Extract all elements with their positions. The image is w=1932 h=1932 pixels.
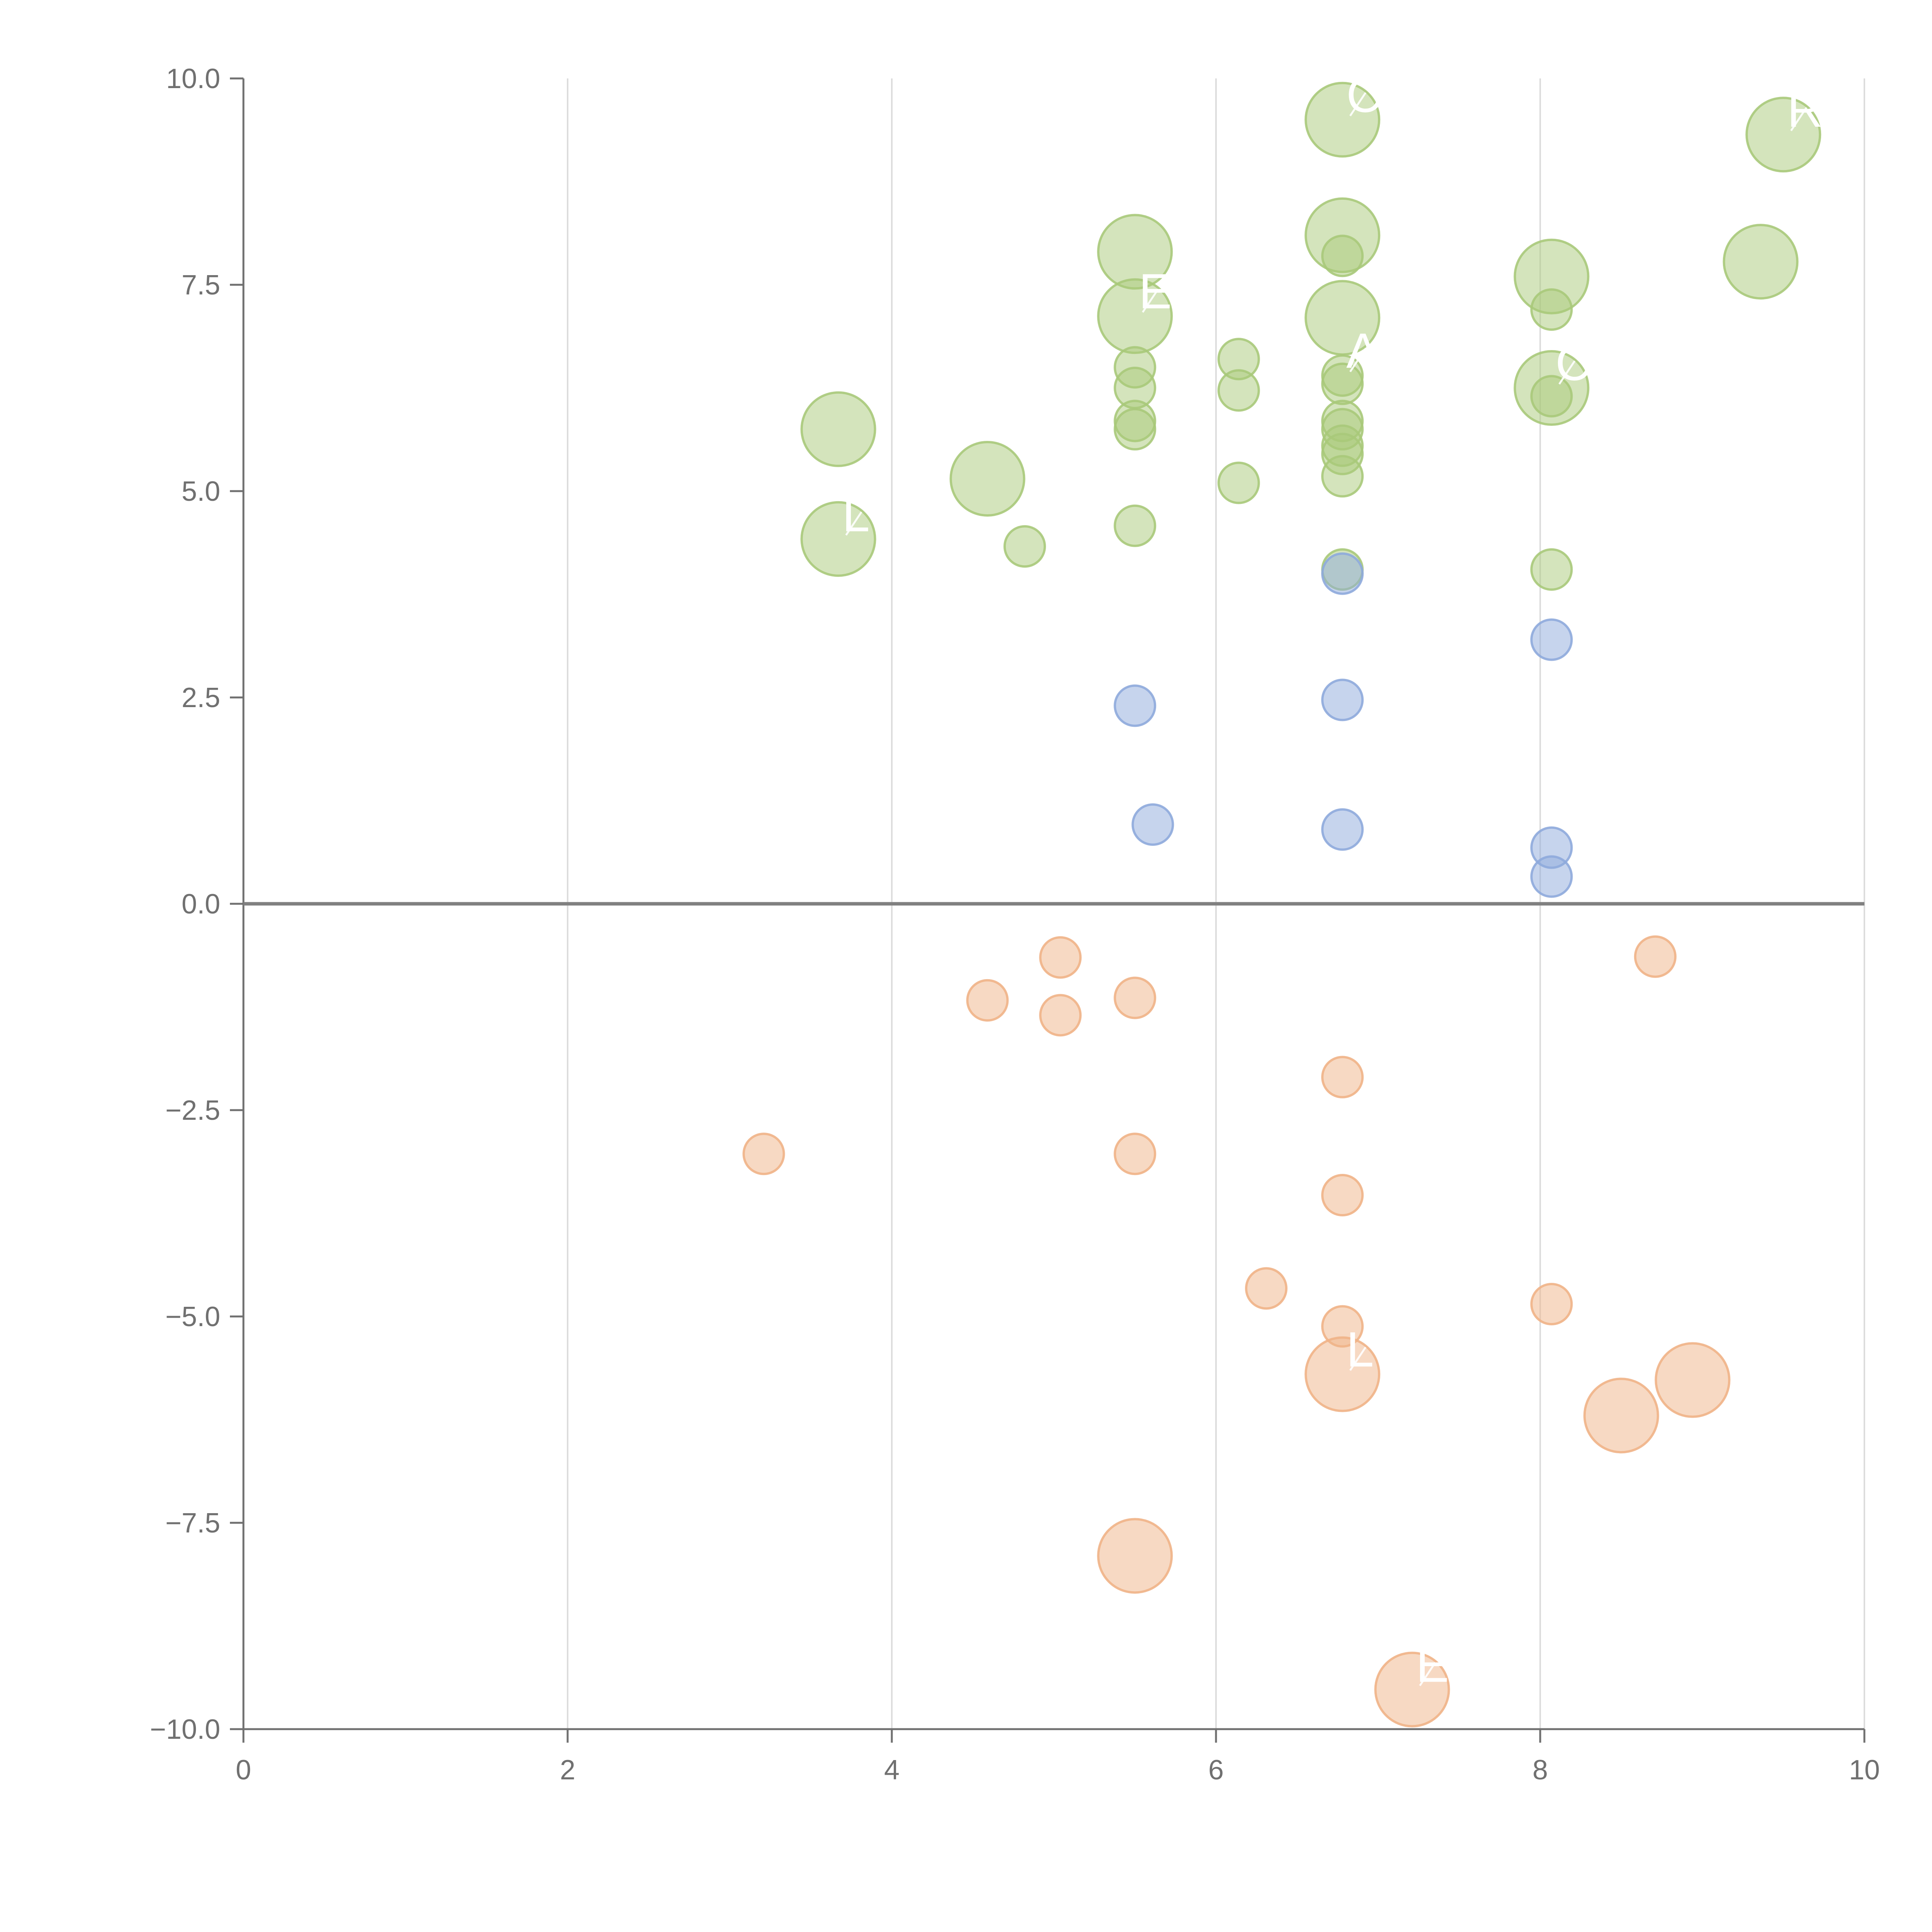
label-leader-line	[1558, 360, 1576, 385]
point-label: EJ	[1139, 264, 1196, 319]
data-point-green	[1723, 224, 1799, 300]
data-point-blue	[1321, 552, 1364, 595]
label-leader-line	[1349, 1347, 1367, 1371]
y-tick-label: 10.0	[166, 63, 220, 94]
data-point-orange	[1530, 1282, 1573, 1325]
label-leader-line	[845, 511, 862, 536]
data-point-green	[1003, 525, 1046, 568]
point-label: E	[1416, 1637, 1449, 1692]
point-label: RE	[1787, 82, 1856, 138]
x-tick-label: 6	[1208, 1755, 1224, 1786]
x-tick-label: 0	[236, 1755, 251, 1786]
y-tick-label: 7.5	[182, 270, 220, 301]
data-points	[742, 82, 1821, 1728]
data-point-orange	[1655, 1342, 1731, 1418]
point-label: L	[842, 487, 870, 542]
point-label: A	[1346, 323, 1379, 379]
data-point-orange	[742, 1133, 785, 1175]
y-tick-label: −7.5	[165, 1508, 220, 1539]
data-point-orange	[1245, 1267, 1288, 1310]
data-point-green	[1530, 375, 1573, 418]
point-label: L	[1346, 1322, 1374, 1378]
data-point-green	[1114, 504, 1156, 547]
data-point-green	[1114, 408, 1156, 451]
data-point-green	[1321, 235, 1364, 277]
y-tick-label: −2.5	[165, 1095, 220, 1126]
label-leader-line	[1349, 92, 1367, 117]
data-point-green	[1217, 369, 1260, 412]
data-point-orange	[1321, 1056, 1364, 1099]
data-point-blue	[1530, 618, 1573, 661]
data-point-blue	[1530, 855, 1573, 898]
data-point-green	[800, 391, 876, 467]
label-leader-line	[1142, 288, 1159, 313]
data-point-orange	[966, 979, 1009, 1022]
data-point-blue	[1321, 679, 1364, 721]
data-point-orange	[1114, 976, 1156, 1019]
data-point-green	[1321, 455, 1364, 498]
data-point-orange	[1583, 1378, 1659, 1454]
data-point-green	[949, 440, 1026, 517]
data-point-orange	[1039, 994, 1082, 1037]
x-tick-label: 10	[1849, 1755, 1880, 1786]
data-point-orange	[1039, 936, 1082, 979]
point-label: C	[1555, 336, 1591, 391]
data-point-green	[1217, 461, 1260, 504]
x-tick-label: 4	[884, 1755, 900, 1786]
y-tick-label: 5.0	[182, 476, 220, 507]
y-tick-label: −5.0	[165, 1301, 220, 1332]
y-tick-label: 2.5	[182, 682, 220, 713]
point-label: CP	[1346, 68, 1415, 123]
label-leader-line	[1349, 348, 1367, 372]
data-point-orange	[1634, 935, 1677, 978]
x-tick-label: 8	[1532, 1755, 1548, 1786]
data-point-orange	[1097, 1518, 1173, 1594]
data-point-green	[1530, 548, 1573, 591]
label-leader-line	[1419, 1662, 1436, 1686]
data-point-orange	[1114, 1133, 1156, 1175]
data-point-green	[1530, 288, 1573, 331]
y-tick-label: 0.0	[182, 889, 220, 920]
x-tick-label: 2	[560, 1755, 575, 1786]
axes: 10.0 7.5 5.0 2.5 0.0 −2.5 −5.0 −7.5 −10.0 0 2 4 6 8 10	[150, 63, 1880, 1786]
data-point-blue	[1114, 684, 1156, 727]
label-leader-line	[1790, 107, 1808, 131]
data-point-blue	[1131, 803, 1174, 846]
data-point-orange	[1321, 1174, 1364, 1217]
y-tick-label: −10.0	[150, 1714, 220, 1745]
data-point-blue	[1321, 808, 1364, 851]
point-labels: CP RE EJ A C L L E	[842, 68, 1856, 1693]
